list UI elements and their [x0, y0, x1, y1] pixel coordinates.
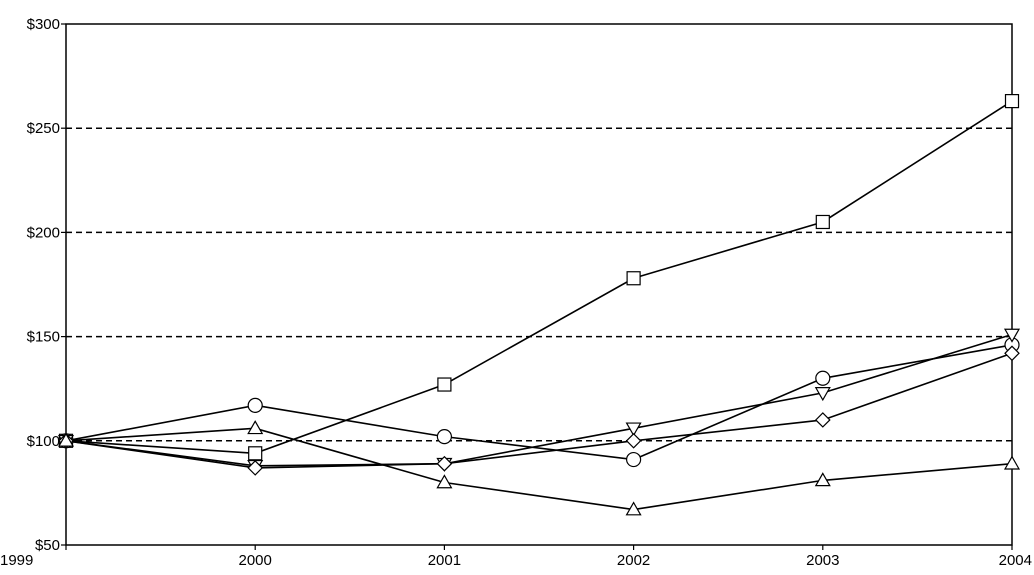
y-tick-label: $100: [27, 433, 60, 450]
data-point-circle: [436, 429, 452, 445]
series-line-triangle-up: [65, 427, 1013, 511]
x-tick-label: 2003: [806, 552, 839, 569]
series-line-triangle-down: [65, 333, 1013, 467]
data-point-circle: [815, 370, 831, 386]
x-tick-label: 2002: [617, 552, 650, 569]
gridlines: [66, 127, 1012, 442]
data-point-square: [248, 446, 263, 461]
series-markers: [57, 94, 1021, 516]
y-tick-label: $200: [27, 224, 60, 241]
data-point-triangle-down: [1003, 328, 1021, 343]
plot-frame: [65, 23, 1013, 546]
data-point-triangle-up: [625, 501, 642, 516]
data-point-diamond: [1004, 345, 1020, 362]
x-tick-label: 2000: [239, 552, 272, 569]
series-line-square: [65, 100, 1013, 455]
y-tick-label: $50: [35, 537, 60, 554]
x-axis-ticks: 1999 2000 2001 2002 2003 2004: [0, 545, 1032, 569]
x-tick-label: 2004: [999, 552, 1032, 569]
x-tick-label: 1999: [0, 552, 33, 569]
data-point-triangle-up: [814, 472, 831, 487]
data-point-triangle-up: [247, 420, 264, 435]
data-point-square: [815, 214, 830, 230]
y-tick-label: $150: [27, 329, 60, 346]
series-line-circle: [65, 344, 1013, 461]
series-lines: [65, 100, 1013, 511]
data-point-diamond: [436, 455, 453, 472]
data-point-triangle-up: [436, 474, 453, 489]
series-group: [57, 94, 1021, 516]
data-point-circle: [247, 397, 263, 413]
data-point-square: [626, 271, 641, 286]
data-point-diamond: [247, 460, 264, 476]
data-point-triangle-down: [625, 422, 642, 437]
y-tick-label: $300: [27, 16, 60, 33]
y-axis-ticks: $50 $100 $150 $200 $250 $300: [27, 16, 66, 554]
series-line-diamond: [65, 352, 1013, 469]
y-tick-label: $250: [27, 120, 60, 137]
data-point-triangle-up: [57, 432, 75, 447]
data-point-triangle-up: [1003, 455, 1021, 470]
data-point-circle: [625, 451, 642, 468]
data-point-diamond: [814, 412, 831, 428]
data-point-diamond: [625, 432, 642, 449]
x-tick-label: 2001: [428, 552, 461, 569]
data-point-triangle-down: [814, 387, 831, 402]
data-point-square: [437, 377, 452, 392]
data-point-square: [1004, 94, 1020, 109]
